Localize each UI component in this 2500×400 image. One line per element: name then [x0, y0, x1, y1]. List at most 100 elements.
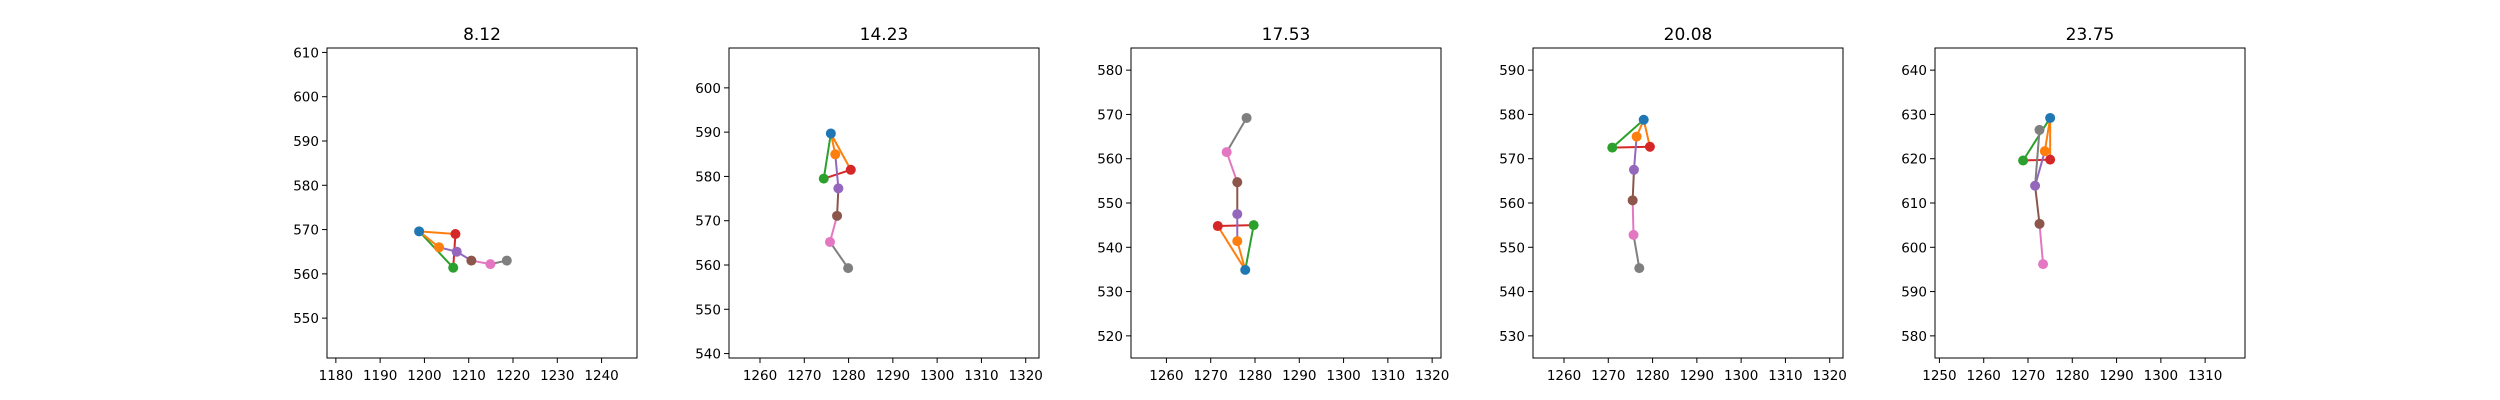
keypoint: [1607, 142, 1618, 153]
axes-frame: [728, 47, 1040, 359]
keypoint: [2045, 154, 2056, 165]
skeleton-edge: [1631, 200, 1635, 235]
keypoint: [466, 255, 477, 266]
x-tick-label: 1310: [1768, 368, 1802, 384]
y-tick-label: 520: [1097, 329, 1123, 345]
y-tick-label: 560: [695, 258, 721, 274]
x-tick-label: 1290: [876, 368, 910, 384]
x-tick-label: 1300: [2144, 368, 2178, 384]
y-tick-label: 540: [1097, 240, 1123, 256]
panel-2: 14.23 1260 1270 1280 1290 1300 1310 1320 540 550 5…: [695, 25, 1043, 384]
x-tick-label: 1240: [584, 368, 618, 384]
keypoint: [414, 226, 425, 237]
x-tick-label: 1230: [540, 368, 574, 384]
y-tick-label: 580: [695, 169, 721, 185]
y-tick-label: 570: [1499, 152, 1525, 168]
skeleton-edge: [2043, 117, 2052, 152]
x-tick-label: 1300: [1326, 368, 1360, 384]
panel-title: 20.08: [1664, 25, 1713, 45]
y-tick-label: 610: [293, 45, 319, 61]
skeleton-edge: [1632, 136, 1638, 170]
skeleton-edge: [1244, 224, 1255, 271]
x-tick-label: 1270: [787, 368, 821, 384]
keypoint: [1638, 114, 1649, 125]
y-tick-label: 630: [1901, 107, 1927, 123]
skeleton-edge: [1632, 234, 1641, 269]
y-tick-label: 570: [1097, 107, 1123, 123]
x-tick-label: 1220: [496, 368, 530, 384]
skeleton-edge: [2034, 129, 2041, 186]
keypoint: [451, 246, 462, 257]
panel-title: 17.53: [1262, 25, 1311, 45]
keypoint: [2039, 146, 2050, 157]
x-tick-label: 1260: [743, 368, 777, 384]
x-tick-label: 1200: [407, 368, 441, 384]
panel-5: 23.75 1250 1260 1270 1280 1290 1300 1310 580 590 6…: [1901, 25, 2246, 384]
skeleton-edge: [2038, 223, 2045, 265]
panel-title: 8.12: [463, 25, 501, 45]
x-tick-label: 1260: [1547, 368, 1581, 384]
y-tick-label: 600: [1901, 240, 1927, 256]
skeleton-edge: [1612, 145, 1650, 149]
panel-3: 17.53 1260 1270 1280 1290 1300 1310 1320 520 530 5…: [1097, 25, 1449, 384]
panel-title: 23.75: [2066, 25, 2115, 45]
keypoint: [1248, 220, 1259, 231]
y-tick-label: 580: [1499, 107, 1525, 123]
keypoint: [2018, 155, 2029, 166]
x-tick-label: 1280: [1238, 368, 1272, 384]
keypoint: [832, 210, 843, 221]
y-tick-label: 550: [293, 311, 319, 327]
y-tick-label: 610: [1901, 196, 1927, 212]
y-tick-label: 560: [1499, 196, 1525, 212]
keypoint: [1631, 131, 1642, 142]
keypoint: [833, 183, 844, 194]
x-tick-label: 1290: [1282, 368, 1316, 384]
keypoint: [485, 259, 496, 270]
keypoint: [501, 255, 512, 266]
x-tick-label: 1300: [920, 368, 954, 384]
x-tick-label: 1300: [1724, 368, 1758, 384]
x-tick-label: 1310: [1371, 368, 1405, 384]
keypoint: [824, 236, 835, 247]
keypoint: [1232, 236, 1243, 247]
x-tick-label: 1320: [1415, 368, 1449, 384]
y-tick-label: 580: [1901, 329, 1927, 345]
x-tick-label: 1320: [1813, 368, 1847, 384]
x-tick-label: 1190: [363, 368, 397, 384]
skeleton-edge: [1216, 225, 1247, 271]
panel-1: 8.12 1180 1190 1200 1210 1220 1230 1240 550 560 57…: [293, 25, 638, 384]
y-tick-label: 560: [293, 267, 319, 283]
keypoint: [818, 173, 829, 184]
x-tick-label: 1280: [1635, 368, 1669, 384]
y-tick-label: 590: [293, 134, 319, 150]
y-tick-label: 590: [695, 125, 721, 141]
skeleton-edge: [822, 133, 832, 179]
panel-title: 14.23: [860, 25, 909, 45]
y-tick-label: 530: [1499, 329, 1525, 345]
x-tick-label: 1280: [2055, 368, 2089, 384]
skeleton-edge: [1225, 117, 1248, 153]
skeleton-edge: [834, 154, 840, 189]
y-tick-label: 570: [695, 214, 721, 230]
skeleton-edge: [2034, 185, 2041, 224]
keypoint: [1221, 147, 1232, 158]
keypoint: [1644, 141, 1655, 152]
y-tick-label: 620: [1901, 152, 1927, 168]
keypoint: [1232, 209, 1243, 220]
x-tick-label: 1180: [319, 368, 353, 384]
keypoint: [1240, 264, 1251, 275]
axes-frame: [1532, 47, 1844, 359]
axes-frame: [1934, 47, 2246, 359]
skeleton-edge: [1631, 169, 1635, 201]
y-tick-label: 550: [1499, 240, 1525, 256]
keypoint: [1628, 164, 1639, 175]
y-tick-label: 540: [695, 347, 721, 363]
x-tick-label: 1290: [2099, 368, 2133, 384]
skeleton-edge: [1217, 224, 1254, 228]
x-tick-label: 1270: [2011, 368, 2045, 384]
y-tick-label: 590: [1901, 285, 1927, 301]
skeleton-edge: [2034, 150, 2046, 187]
x-tick-label: 1290: [1680, 368, 1714, 384]
keypoint: [1627, 195, 1638, 206]
